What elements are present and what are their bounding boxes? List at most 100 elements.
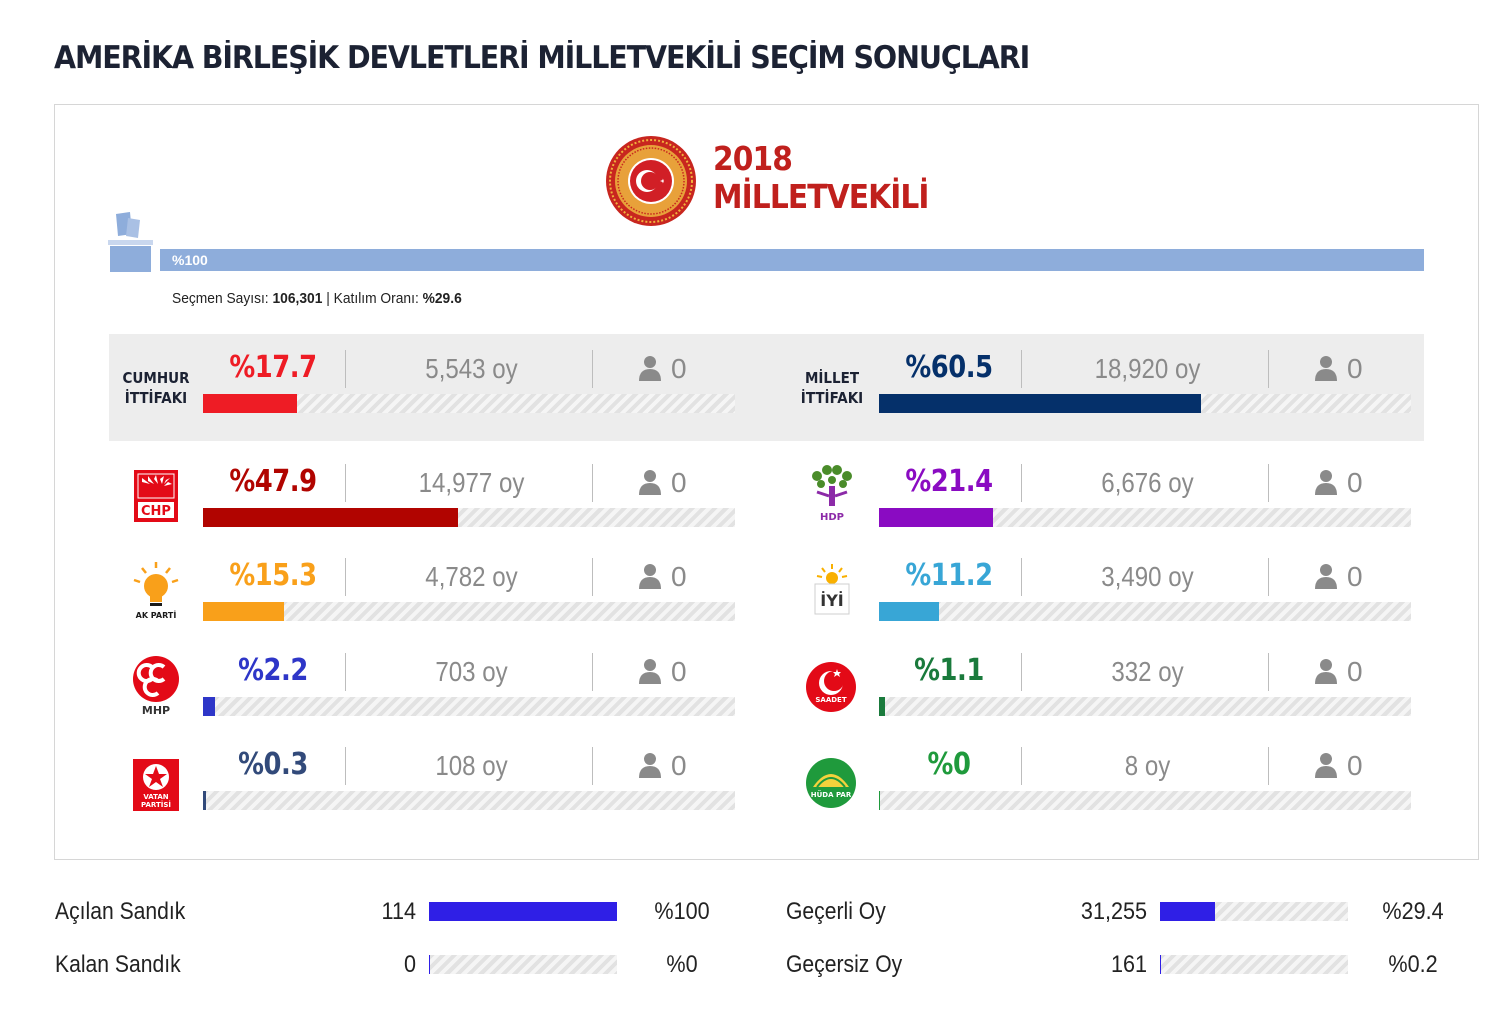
info-separator: | — [326, 290, 330, 307]
seat-count: 0 — [1315, 747, 1363, 785]
person-icon — [639, 563, 661, 589]
divider — [1268, 558, 1269, 596]
seat-count: 0 — [1315, 653, 1363, 691]
vatan-logo-text-line2: PARTİSİ — [141, 800, 171, 809]
seat-count: 0 — [639, 350, 687, 388]
vote-percentage: %0.3 — [238, 747, 308, 782]
divider — [345, 558, 346, 596]
party-logo: İYİ — [785, 546, 879, 626]
vote-count: 8 oy — [1124, 750, 1171, 781]
alliance-row-cumhur: CUMHUR İTTİFAKI %17.7 5,543 oy 0 — [109, 338, 735, 418]
page-title: AMERİKA BİRLEŞİK DEVLETLERİ MİLLETVEKİLİ… — [54, 40, 1030, 76]
vote-percentage: %2.2 — [238, 653, 308, 688]
saadet-logo-icon: SAADET — [806, 662, 856, 712]
election-year: 2018 — [713, 139, 793, 178]
vote-count: 4,782 oy — [425, 561, 518, 592]
divider — [1268, 350, 1269, 388]
vote-percentage: %21.4 — [905, 464, 993, 499]
divider — [1021, 747, 1022, 785]
percentage-bar — [203, 602, 735, 621]
alliance-name: MİLLET İTTİFAKI — [790, 368, 875, 408]
mhp-logo-icon: MHP — [133, 656, 179, 717]
divider — [1021, 464, 1022, 502]
seat-count: 0 — [1315, 464, 1363, 502]
chp-logo-text: CHP — [141, 504, 171, 519]
party-logo: HDP — [785, 452, 879, 532]
divider — [345, 464, 346, 502]
alliance-name: CUMHUR İTTİFAKI — [114, 368, 199, 408]
person-icon — [1315, 752, 1337, 778]
divider — [345, 350, 346, 388]
alliance-name-line1: CUMHUR — [122, 369, 190, 387]
invalid-votes-bar — [1160, 955, 1348, 974]
results-panel — [54, 104, 1479, 860]
vote-count: 6,676 oy — [1101, 467, 1194, 498]
invalid-votes-label: Geçersiz Oy — [786, 951, 903, 978]
seat-count-value: 0 — [1347, 561, 1363, 592]
seat-count-value: 0 — [1347, 656, 1363, 687]
party-logo: MHP — [109, 641, 203, 721]
percentage-bar-fill — [879, 791, 881, 810]
divider — [1268, 464, 1269, 502]
person-icon — [1315, 563, 1337, 589]
opened-ballot-total-bar: %100 — [160, 249, 1424, 271]
party-logo: SAADET — [785, 641, 879, 721]
divider — [345, 653, 346, 691]
valid-votes-pct: %29.4 — [1382, 898, 1444, 925]
invalid-votes-bar-fill — [1160, 955, 1162, 974]
divider — [1021, 653, 1022, 691]
seat-count-value: 0 — [1347, 353, 1363, 384]
percentage-bar — [879, 791, 1411, 810]
iyi-logo-text: İYİ — [820, 591, 844, 610]
percentage-bar-fill — [203, 602, 285, 621]
percentage-bar — [879, 602, 1411, 621]
parliament-seal-icon — [606, 136, 696, 226]
seat-count-value: 0 — [1347, 467, 1363, 498]
party-logo: VATAN PARTİSİ — [109, 735, 203, 815]
percentage-bar — [879, 697, 1411, 716]
vote-percentage: %11.2 — [905, 558, 993, 593]
opened-ballots-pct: %100 — [654, 898, 710, 925]
vote-count: 332 oy — [1111, 656, 1184, 687]
election-type: MİLLETVEKİLİ — [713, 177, 929, 216]
election-heading: 2018 MİLLETVEKİLİ — [713, 140, 929, 216]
iyi-parti-logo-icon: İYİ — [814, 564, 850, 615]
party-row-vatan: VATAN PARTİSİ %0.3 108 oy 0 — [109, 735, 735, 815]
divider — [345, 747, 346, 785]
divider — [592, 653, 593, 691]
hdp-logo-text: HDP — [820, 512, 844, 523]
huda-par-logo-icon: HÜDA PAR — [806, 758, 856, 808]
ak-parti-logo-text: AK PARTİ — [136, 610, 177, 620]
valid-votes-label: Geçerli Oy — [786, 898, 886, 925]
vote-count: 108 oy — [435, 750, 508, 781]
hdp-logo-icon: HDP — [812, 465, 852, 523]
person-icon — [1315, 469, 1337, 495]
seat-count: 0 — [1315, 558, 1363, 596]
divider — [592, 558, 593, 596]
party-logo: AK PARTİ — [109, 546, 203, 626]
percentage-bar — [203, 791, 735, 810]
person-icon — [1315, 355, 1337, 381]
vote-count: 5,543 oy — [425, 353, 518, 384]
party-row-iyi: İYİ %11.2 3,490 oy 0 — [785, 546, 1411, 626]
person-icon — [639, 355, 661, 381]
seat-count-value: 0 — [1347, 750, 1363, 781]
invalid-votes-value: 161 — [1110, 951, 1147, 978]
person-icon — [1315, 658, 1337, 684]
alliance-name-line2: İTTİFAKI — [124, 389, 188, 407]
alliance-row-millet: MİLLET İTTİFAKI %60.5 18,920 oy 0 — [785, 338, 1411, 418]
percentage-bar-fill — [879, 394, 1201, 413]
divider — [592, 350, 593, 388]
turnout-label: Katılım Oranı: — [333, 290, 419, 307]
percentage-bar-fill — [879, 602, 939, 621]
party-row-chp: CHP %47.9 14,977 oy 0 — [109, 452, 735, 532]
divider — [592, 747, 593, 785]
seat-count-value: 0 — [671, 561, 687, 592]
remaining-ballots-pct: %0 — [666, 951, 698, 978]
vote-percentage: %60.5 — [905, 350, 993, 385]
party-row-saadet: SAADET %1.1 332 oy 0 — [785, 641, 1411, 721]
percentage-bar — [203, 697, 735, 716]
seat-count-value: 0 — [671, 750, 687, 781]
vote-percentage: %47.9 — [229, 464, 317, 499]
percentage-bar — [203, 508, 735, 527]
